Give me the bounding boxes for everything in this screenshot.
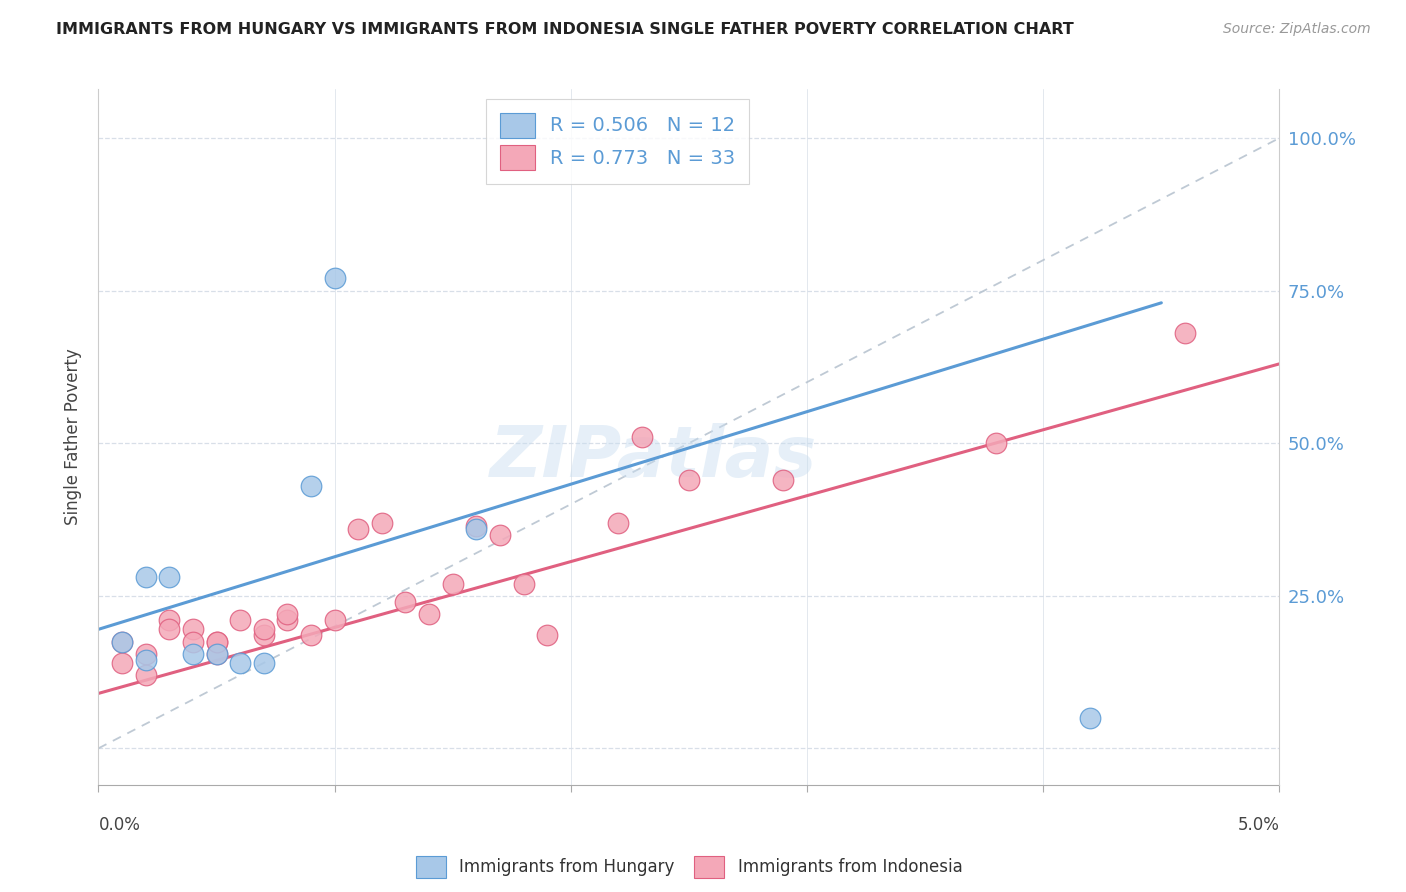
Point [135,653,157,667]
Point [465,522,488,536]
Point [205,647,228,661]
Point [111,656,134,670]
Point [135,668,157,682]
Point [157,623,180,637]
Point [181,634,204,648]
Point [253,628,276,642]
Point [418,607,440,621]
Point [323,613,346,627]
Point [229,613,252,627]
Point [135,570,157,584]
Point [205,634,228,648]
Point [276,613,298,627]
Point [205,634,228,648]
Point [630,430,652,444]
Point [984,436,1007,450]
Point [1080,711,1102,725]
Point [489,527,512,541]
Point [135,647,157,661]
Legend: Immigrants from Hungary, Immigrants from Indonesia: Immigrants from Hungary, Immigrants from… [416,856,962,878]
Point [465,518,488,533]
Point [253,656,276,670]
Point [253,623,276,637]
Point [371,516,394,530]
Y-axis label: Single Father Poverty: Single Father Poverty [65,349,83,525]
Point [536,628,558,642]
Point [205,647,228,661]
Point [607,516,630,530]
Point [111,634,134,648]
Point [347,522,370,536]
Point [441,576,464,591]
Point [276,607,298,621]
Text: Source: ZipAtlas.com: Source: ZipAtlas.com [1223,22,1371,37]
Text: 0.0%: 0.0% [98,816,141,834]
Point [157,613,180,627]
Point [229,656,252,670]
Point [678,473,700,487]
Point [1174,326,1197,341]
Text: IMMIGRANTS FROM HUNGARY VS IMMIGRANTS FROM INDONESIA SINGLE FATHER POVERTY CORRE: IMMIGRANTS FROM HUNGARY VS IMMIGRANTS FR… [56,22,1074,37]
Point [299,628,322,642]
Point [772,473,794,487]
Text: ZIPatlas: ZIPatlas [489,424,817,492]
Point [323,271,346,285]
Point [181,623,204,637]
Point [181,647,204,661]
Point [512,576,534,591]
Point [111,634,134,648]
Point [394,595,416,609]
Text: 5.0%: 5.0% [1237,816,1279,834]
Point [157,570,180,584]
Point [299,479,322,493]
